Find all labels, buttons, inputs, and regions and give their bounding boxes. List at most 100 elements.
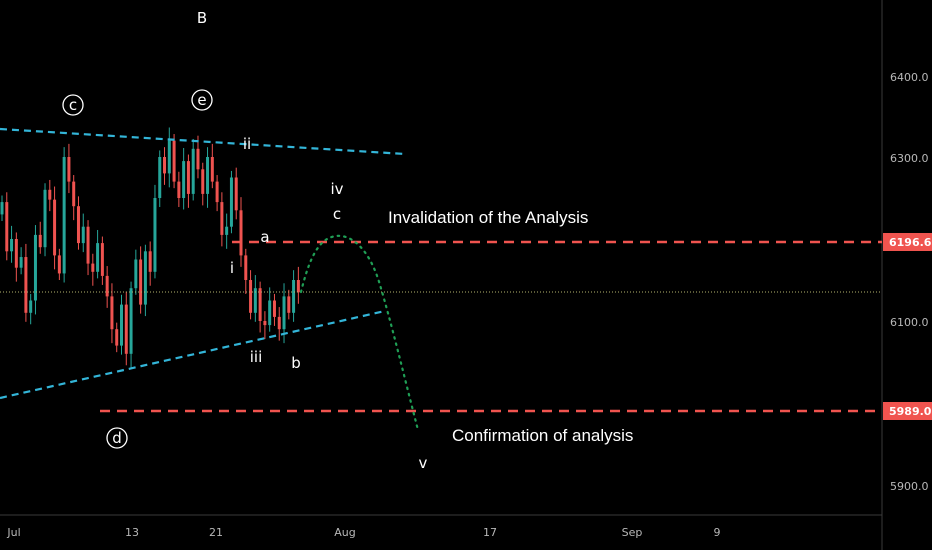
confirmation-tag-bg — [883, 402, 932, 420]
candle-body — [14, 239, 18, 268]
candle-body — [134, 259, 138, 289]
x-tick-17: 17 — [483, 526, 497, 539]
candle-body — [148, 251, 152, 272]
candle-body — [33, 234, 37, 301]
wave-label-e-circled: e — [197, 91, 206, 109]
x-tick-sep: Sep — [622, 526, 643, 539]
confirmation-annotation: Confirmation of analysis — [452, 426, 633, 445]
candle-body — [225, 226, 229, 235]
wave-label-B: B — [197, 9, 207, 27]
candle-body — [29, 300, 33, 313]
candle-body — [177, 181, 181, 198]
candle-body — [287, 296, 291, 313]
x-tick-9: 9 — [714, 526, 721, 539]
candle-body — [244, 255, 248, 280]
wave-circle-e — [191, 89, 213, 111]
confirmation-price-tag: 5989.0 — [883, 402, 932, 420]
invalidation-tag-bg — [883, 233, 932, 251]
candle-body — [124, 304, 128, 354]
wave-label-i: i — [230, 259, 234, 277]
candle-body — [258, 288, 262, 321]
candle-body — [67, 157, 71, 182]
lower-trendline — [0, 309, 386, 400]
wave-circle-d — [106, 427, 128, 449]
candle-body — [292, 280, 296, 313]
candle-body — [268, 300, 272, 326]
candle-body — [206, 157, 210, 194]
candle-body — [57, 255, 61, 274]
candle-body — [96, 243, 100, 272]
invalidation-price-tag: 6196.6 — [883, 233, 932, 251]
candles — [0, 127, 300, 368]
confirmation-tag-label: 5989.0 — [889, 405, 932, 418]
y-tick-5900: 5900.0 — [890, 480, 929, 493]
x-tick-13: 13 — [125, 526, 139, 539]
candle-body — [81, 226, 85, 244]
x-tick-aug: Aug — [334, 526, 355, 539]
invalidation-annotation: Invalidation of the Analysis — [388, 208, 588, 227]
candle-body — [210, 157, 214, 182]
candle-body — [91, 263, 95, 272]
wave-circle-c — [62, 94, 84, 116]
candle-body — [110, 296, 114, 330]
wave-label-iii: iii — [250, 348, 263, 366]
wave-label-a: a — [260, 228, 269, 246]
candle-body — [296, 280, 300, 293]
candle-body — [182, 161, 186, 198]
wave-label-b: b — [291, 354, 301, 372]
candle-body — [5, 202, 9, 252]
candle-body — [100, 243, 104, 276]
candle-body — [62, 157, 66, 274]
candle-body — [163, 157, 167, 174]
candle-body — [76, 206, 80, 244]
candle-body — [38, 234, 42, 248]
candle-body — [86, 226, 90, 264]
candle-body — [19, 257, 23, 268]
candle-body — [196, 148, 200, 170]
candle-body — [105, 275, 109, 297]
y-tick-6400: 6400.0 — [890, 71, 929, 84]
invalidation-tag-label: 6196.6 — [889, 236, 932, 249]
candle-body — [72, 181, 76, 207]
candle-body — [191, 148, 195, 194]
candle-body — [277, 316, 281, 330]
candle-body — [234, 177, 238, 211]
candle-body — [0, 202, 4, 215]
candle-body — [186, 161, 190, 194]
candle-body — [10, 239, 14, 252]
x-tick-jul: Jul — [6, 526, 20, 539]
candle-body — [172, 140, 176, 182]
candle-body — [249, 280, 253, 313]
wave-label-c-circled: c — [69, 96, 77, 114]
candle-body — [282, 296, 286, 330]
projection-path — [299, 234, 420, 432]
candle-body — [53, 199, 57, 256]
wave-label-d-circled: d — [112, 429, 122, 447]
candle-body — [239, 210, 243, 256]
candle-body — [229, 177, 233, 227]
y-tick-6100: 6100.0 — [890, 316, 929, 329]
candle-body — [43, 189, 47, 248]
candle-body — [220, 202, 224, 235]
wave-label-iv: iv — [330, 180, 343, 198]
x-tick-21: 21 — [209, 526, 223, 539]
candle-body — [24, 257, 28, 313]
candle-body — [153, 198, 157, 272]
candle-body — [48, 189, 52, 200]
candle-body — [263, 321, 267, 326]
candle-body — [215, 181, 219, 203]
wave-label-c: c — [333, 205, 341, 223]
upper-trendline — [0, 127, 406, 156]
candle-body — [272, 300, 276, 317]
wave-label-v: v — [419, 454, 428, 472]
candle-body — [143, 251, 147, 305]
candle-body — [253, 288, 257, 313]
candle-body — [201, 169, 205, 194]
wave-label-ii: ii — [243, 135, 251, 153]
candle-body — [167, 140, 171, 174]
candle-body — [120, 304, 123, 346]
candle-body — [158, 157, 162, 198]
candle-body — [115, 329, 119, 346]
candle-body — [139, 259, 143, 305]
